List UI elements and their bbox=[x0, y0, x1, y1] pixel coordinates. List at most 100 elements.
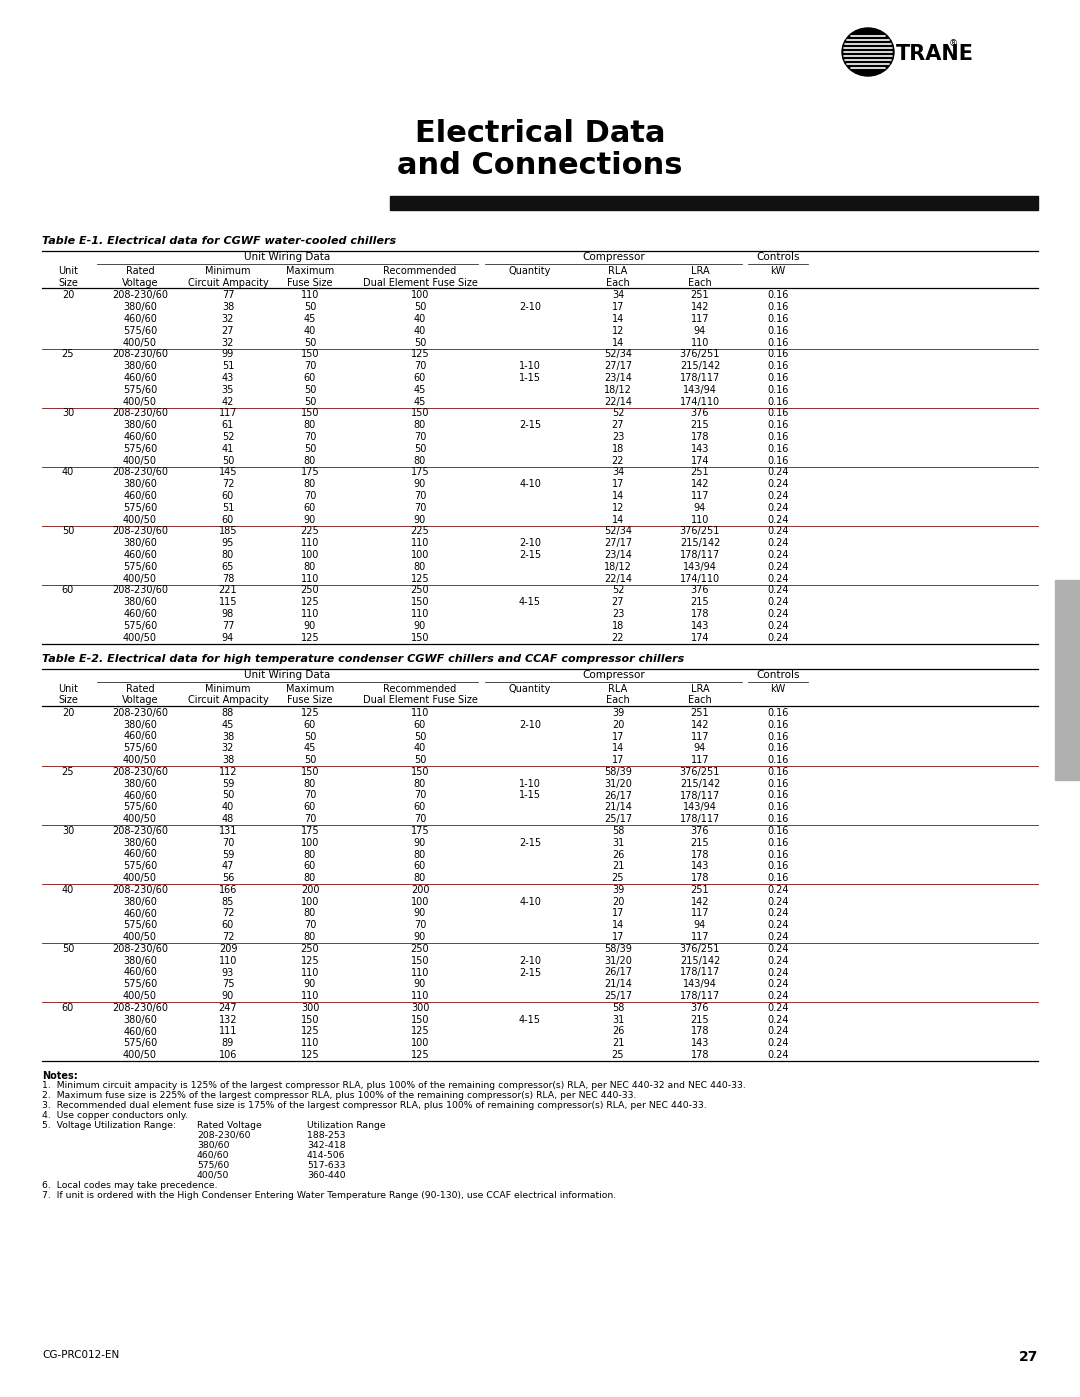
Text: 70: 70 bbox=[414, 490, 427, 502]
Text: 38: 38 bbox=[221, 302, 234, 312]
Text: 50: 50 bbox=[414, 444, 427, 454]
Text: 95: 95 bbox=[221, 538, 234, 548]
Text: 208-230/60: 208-230/60 bbox=[112, 291, 168, 300]
Text: 70: 70 bbox=[303, 490, 316, 502]
Text: 23: 23 bbox=[611, 432, 624, 441]
Text: 50: 50 bbox=[221, 791, 234, 800]
Text: 0.24: 0.24 bbox=[767, 550, 788, 560]
Text: 14: 14 bbox=[612, 743, 624, 753]
Text: 80: 80 bbox=[303, 562, 316, 571]
Text: 72: 72 bbox=[221, 908, 234, 918]
Text: 400/50: 400/50 bbox=[123, 814, 157, 824]
Text: 51: 51 bbox=[221, 503, 234, 513]
Text: 41: 41 bbox=[221, 444, 234, 454]
Text: 27: 27 bbox=[611, 597, 624, 608]
Text: 400/50: 400/50 bbox=[123, 397, 157, 407]
Text: 125: 125 bbox=[300, 597, 320, 608]
Text: 143: 143 bbox=[691, 620, 710, 631]
Text: 70: 70 bbox=[303, 362, 316, 372]
Text: 7.  If unit is ordered with the High Condenser Entering Water Temperature Range : 7. If unit is ordered with the High Cond… bbox=[42, 1192, 616, 1200]
Text: 2.  Maximum fuse size is 225% of the largest compressor RLA, plus 100% of the re: 2. Maximum fuse size is 225% of the larg… bbox=[42, 1091, 636, 1099]
Text: TRANE: TRANE bbox=[896, 43, 974, 64]
Text: 300: 300 bbox=[301, 1003, 320, 1013]
Text: 22: 22 bbox=[611, 633, 624, 643]
Text: 40: 40 bbox=[414, 326, 427, 335]
Text: 110: 110 bbox=[301, 538, 320, 548]
Text: Minimum
Circuit Ampacity: Minimum Circuit Ampacity bbox=[188, 683, 268, 705]
Text: 89: 89 bbox=[221, 1038, 234, 1048]
Text: 50: 50 bbox=[303, 338, 316, 348]
Text: 30: 30 bbox=[62, 408, 75, 418]
Text: 0.24: 0.24 bbox=[767, 503, 788, 513]
Text: 125: 125 bbox=[300, 956, 320, 965]
Text: 150: 150 bbox=[410, 597, 429, 608]
Text: 2-15: 2-15 bbox=[518, 968, 541, 978]
Text: 251: 251 bbox=[691, 468, 710, 478]
Text: 376/251: 376/251 bbox=[679, 944, 720, 954]
Text: 90: 90 bbox=[414, 514, 427, 525]
Text: 4-10: 4-10 bbox=[519, 897, 541, 907]
Text: 12: 12 bbox=[611, 503, 624, 513]
Text: 0.16: 0.16 bbox=[767, 291, 788, 300]
Text: 380/60: 380/60 bbox=[123, 479, 157, 489]
Text: 150: 150 bbox=[300, 349, 320, 359]
Text: 20: 20 bbox=[62, 708, 75, 718]
Text: 50: 50 bbox=[303, 397, 316, 407]
Text: 251: 251 bbox=[691, 291, 710, 300]
Text: Rated Voltage: Rated Voltage bbox=[197, 1120, 261, 1130]
Text: 575/60: 575/60 bbox=[123, 862, 157, 872]
Text: 575/60: 575/60 bbox=[123, 444, 157, 454]
Text: 188-253: 188-253 bbox=[307, 1132, 346, 1140]
Text: 178/117: 178/117 bbox=[680, 791, 720, 800]
Text: 90: 90 bbox=[414, 979, 427, 989]
Text: 75: 75 bbox=[221, 979, 234, 989]
Text: Controls: Controls bbox=[756, 671, 800, 680]
Text: Quantity: Quantity bbox=[509, 683, 551, 693]
Text: 0.16: 0.16 bbox=[767, 338, 788, 348]
Text: 17: 17 bbox=[611, 932, 624, 942]
Text: 208-230/60: 208-230/60 bbox=[112, 826, 168, 835]
Text: 175: 175 bbox=[410, 826, 430, 835]
Text: 18: 18 bbox=[612, 620, 624, 631]
Text: 460/60: 460/60 bbox=[123, 373, 157, 383]
Text: 0.24: 0.24 bbox=[767, 990, 788, 1002]
Text: 0.16: 0.16 bbox=[767, 408, 788, 418]
Text: Unit Wiring Data: Unit Wiring Data bbox=[244, 253, 330, 263]
Text: 17: 17 bbox=[611, 732, 624, 742]
Text: 0.24: 0.24 bbox=[767, 562, 788, 571]
Text: 0.24: 0.24 bbox=[767, 574, 788, 584]
Text: 80: 80 bbox=[303, 778, 316, 789]
Text: 1-10: 1-10 bbox=[519, 362, 541, 372]
Text: 1-15: 1-15 bbox=[519, 373, 541, 383]
Text: 250: 250 bbox=[300, 944, 320, 954]
Text: 0.16: 0.16 bbox=[767, 802, 788, 812]
Text: 2-10: 2-10 bbox=[519, 302, 541, 312]
Text: 575/60: 575/60 bbox=[123, 620, 157, 631]
Text: 117: 117 bbox=[691, 756, 710, 766]
Text: 110: 110 bbox=[301, 291, 320, 300]
Text: 34: 34 bbox=[612, 291, 624, 300]
Text: 132: 132 bbox=[219, 1014, 238, 1025]
Text: 60: 60 bbox=[221, 921, 234, 930]
Text: 25: 25 bbox=[611, 1051, 624, 1060]
Text: 21: 21 bbox=[611, 862, 624, 872]
Text: 80: 80 bbox=[414, 873, 427, 883]
Text: 178/117: 178/117 bbox=[680, 373, 720, 383]
Text: 143: 143 bbox=[691, 862, 710, 872]
Text: 400/50: 400/50 bbox=[123, 514, 157, 525]
Text: 575/60: 575/60 bbox=[123, 326, 157, 335]
Text: 215: 215 bbox=[691, 597, 710, 608]
Text: 115: 115 bbox=[219, 597, 238, 608]
Text: 360-440: 360-440 bbox=[307, 1171, 346, 1180]
Text: 150: 150 bbox=[300, 1014, 320, 1025]
Text: 0.16: 0.16 bbox=[767, 455, 788, 465]
Text: 72: 72 bbox=[221, 479, 234, 489]
Text: 0.16: 0.16 bbox=[767, 767, 788, 777]
Text: 14: 14 bbox=[612, 921, 624, 930]
Text: 460/60: 460/60 bbox=[123, 908, 157, 918]
Text: 178/117: 178/117 bbox=[680, 968, 720, 978]
Text: 80: 80 bbox=[303, 932, 316, 942]
Text: 100: 100 bbox=[301, 838, 320, 848]
Text: 200: 200 bbox=[410, 884, 429, 895]
Text: 40: 40 bbox=[303, 326, 316, 335]
